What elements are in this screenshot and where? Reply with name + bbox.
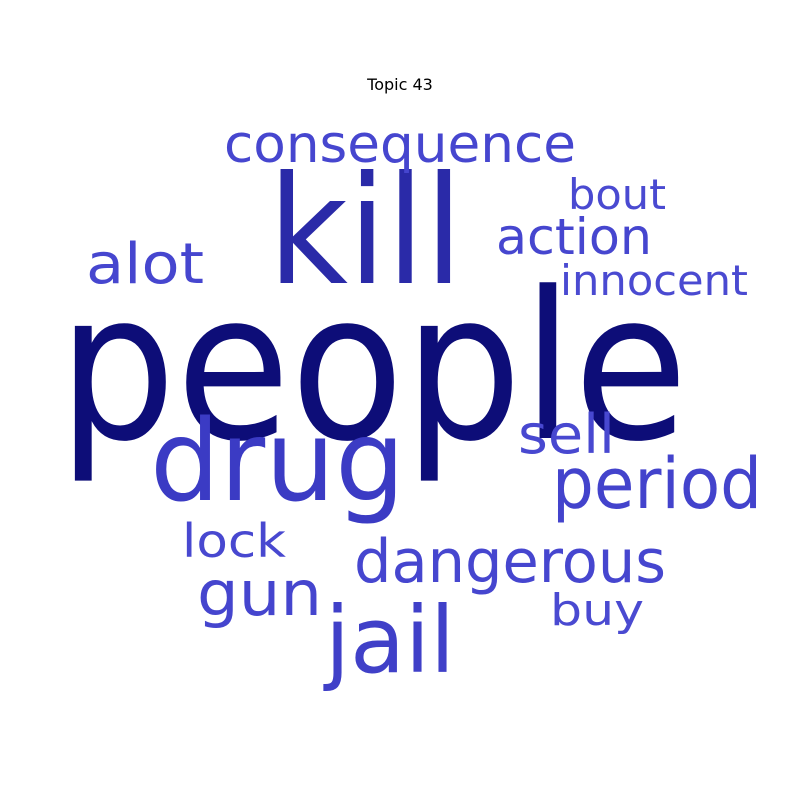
word-kill: kill <box>268 145 463 319</box>
chart-title: Topic 43 <box>367 75 433 94</box>
word-gun: gun <box>197 557 322 630</box>
word-jail: jail <box>323 587 455 694</box>
word-dangerous: dangerous <box>354 527 666 597</box>
word-sell: sell <box>518 403 615 466</box>
word-bout: bout <box>568 170 666 219</box>
word-innocent: innocent <box>560 256 748 305</box>
word-people: people <box>58 249 688 487</box>
word-lock: lock <box>182 514 286 568</box>
word-drug: drug <box>150 397 405 527</box>
word-period: period <box>552 443 762 525</box>
word-alot: alot <box>86 232 204 297</box>
word-action: action <box>496 208 652 266</box>
word-consequence: consequence <box>224 115 576 175</box>
word-buy: buy <box>550 585 644 636</box>
